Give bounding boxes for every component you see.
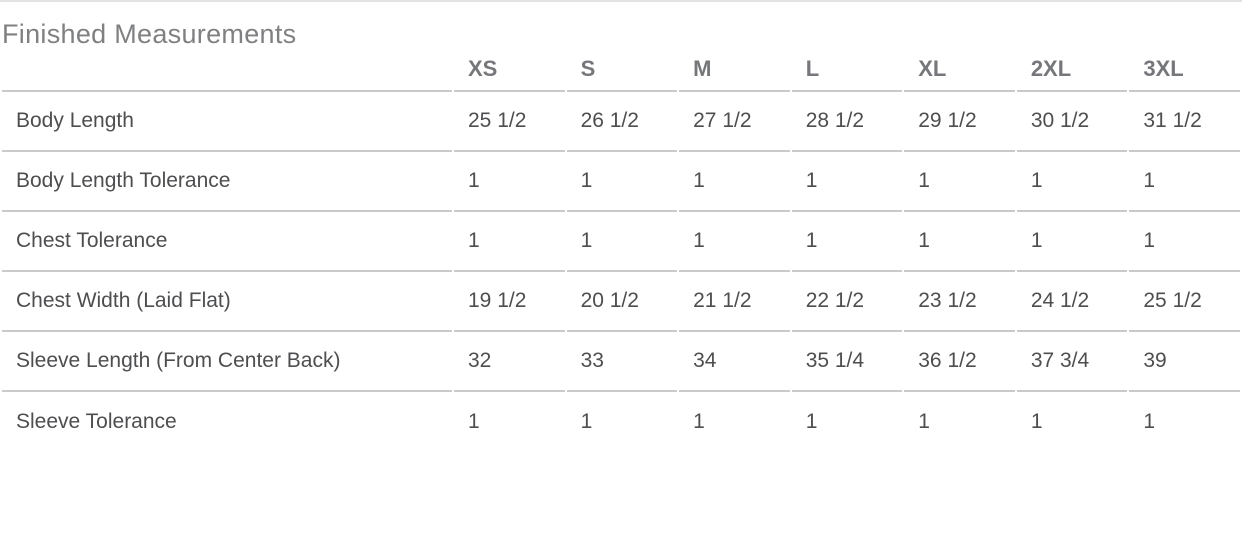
measurement-cell: 19 1/2 bbox=[454, 272, 565, 332]
measurement-cell: 26 1/2 bbox=[566, 92, 678, 152]
measurement-cell: 28 1/2 bbox=[791, 92, 903, 152]
measurement-cell: 35 1/4 bbox=[791, 332, 903, 392]
measurement-cell: 27 1/2 bbox=[679, 92, 790, 152]
size-column-header-3xl: 3XL bbox=[1129, 56, 1240, 92]
table-row-body-length: Body Length 25 1/2 26 1/2 27 1/2 28 1/2 … bbox=[2, 92, 1240, 152]
measurement-cell: 1 bbox=[1143, 410, 1156, 433]
size-column-header-s: S bbox=[566, 56, 678, 92]
measurement-cell: 1 bbox=[1030, 410, 1043, 433]
size-column-header-xl: XL bbox=[904, 56, 1015, 92]
table-row-sleeve-length: Sleeve Length (From Center Back) 32 33 3… bbox=[2, 332, 1240, 392]
measurement-cell: 1 bbox=[454, 152, 565, 212]
measurement-cell: 31 1/2 bbox=[1129, 92, 1240, 152]
row-label: Sleeve Length (From Center Back) bbox=[2, 332, 452, 392]
measurement-cell: 1 bbox=[693, 410, 705, 433]
measurement-cell: 1 bbox=[1129, 212, 1240, 272]
measurement-cell: 1 bbox=[454, 212, 565, 272]
measurement-cell: 20 1/2 bbox=[566, 272, 678, 332]
size-header-row: XS S M L XL 2XL 3XL bbox=[2, 56, 1240, 92]
measurement-cell: 1 bbox=[468, 410, 480, 433]
measurement-cell: 37 3/4 bbox=[1016, 332, 1128, 392]
measurement-cell: 1 bbox=[1016, 212, 1128, 272]
page-title: Finished Measurements bbox=[2, 19, 297, 49]
row-label: Body Length Tolerance bbox=[2, 152, 452, 212]
measurement-cell: 22 1/2 bbox=[791, 272, 903, 332]
row-label: Chest Tolerance bbox=[2, 212, 452, 272]
measurement-cell: 36 1/2 bbox=[904, 332, 1015, 392]
measurement-cell: 39 bbox=[1129, 332, 1240, 392]
top-divider bbox=[0, 0, 1242, 2]
measurement-cell: 33 bbox=[566, 332, 678, 392]
measurement-cell: 1 bbox=[566, 152, 678, 212]
table-row-sleeve-tolerance: Sleeve Tolerance 1 1 1 1 1 1 1 bbox=[2, 392, 1240, 452]
measurement-cell: 25 1/2 bbox=[454, 92, 565, 152]
size-table: XS S M L XL 2XL 3XL Body Length 25 1/2 2… bbox=[0, 56, 1242, 452]
measurement-cell: 1 bbox=[904, 212, 1015, 272]
measurement-cell: 1 bbox=[904, 152, 1015, 212]
measurement-cell: 23 1/2 bbox=[904, 272, 1015, 332]
measurement-cell: 24 1/2 bbox=[1016, 272, 1128, 332]
measurement-cell: 32 bbox=[454, 332, 565, 392]
size-column-header-l: L bbox=[791, 56, 903, 92]
table-row-chest-width: Chest Width (Laid Flat) 19 1/2 20 1/2 21… bbox=[2, 272, 1240, 332]
table-row-body-length-tolerance: Body Length Tolerance 1 1 1 1 1 1 1 bbox=[2, 152, 1240, 212]
measurement-cell: 29 1/2 bbox=[904, 92, 1015, 152]
size-column-header-2xl: 2XL bbox=[1016, 56, 1128, 92]
table-row-chest-tolerance: Chest Tolerance 1 1 1 1 1 1 1 bbox=[2, 212, 1240, 272]
header-spacer-cell bbox=[2, 56, 452, 92]
measurement-cell: 1 bbox=[566, 212, 678, 272]
size-column-header-xs: XS bbox=[454, 56, 565, 92]
measurement-cell: 1 bbox=[805, 410, 818, 433]
measurement-cell: 1 bbox=[791, 212, 903, 272]
row-label: Sleeve Tolerance bbox=[16, 410, 177, 433]
measurement-cell: 1 bbox=[679, 152, 790, 212]
row-label: Body Length bbox=[2, 92, 452, 152]
measurement-cell: 34 bbox=[679, 332, 790, 392]
row-label: Chest Width (Laid Flat) bbox=[2, 272, 452, 332]
measurement-cell: 1 bbox=[1016, 152, 1128, 212]
measurement-cell: 25 1/2 bbox=[1129, 272, 1240, 332]
measurement-cell: 30 1/2 bbox=[1016, 92, 1128, 152]
measurement-cell: 1 bbox=[679, 212, 790, 272]
measurement-cell: 1 bbox=[1129, 152, 1240, 212]
measurement-cell: 1 bbox=[580, 410, 593, 433]
measurement-cell: 1 bbox=[791, 152, 903, 212]
measurement-cell: 1 bbox=[918, 410, 930, 433]
size-column-header-m: M bbox=[679, 56, 790, 92]
measurement-cell: 21 1/2 bbox=[679, 272, 790, 332]
